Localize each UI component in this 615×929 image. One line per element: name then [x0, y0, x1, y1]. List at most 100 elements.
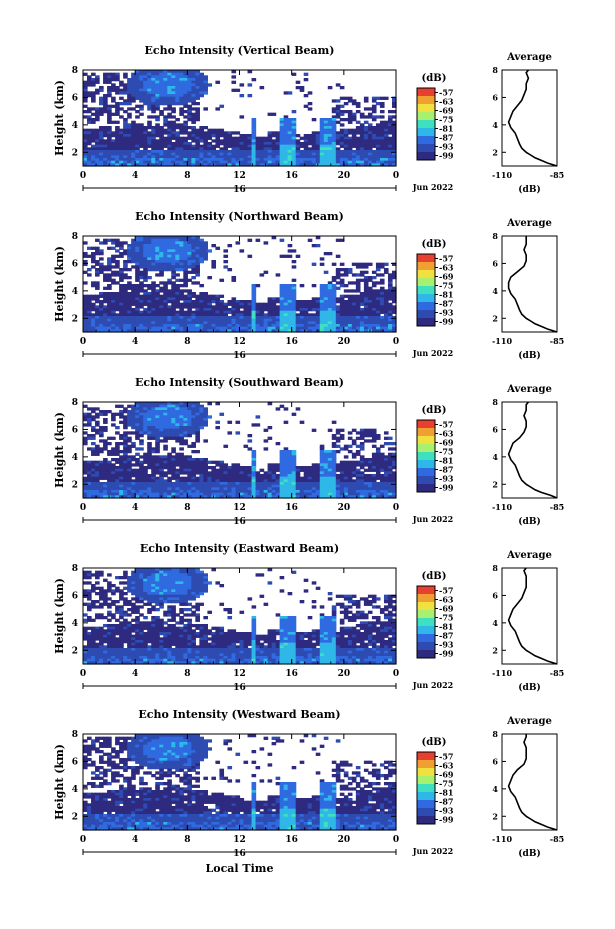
heatmap-cell [371, 142, 377, 146]
heatmap-cell [251, 150, 257, 154]
avg-x-tick-label: -85 [550, 336, 564, 346]
heatmap-cell [207, 297, 213, 301]
heatmap-cell [335, 160, 341, 164]
heatmap-cell [355, 136, 361, 140]
heatmap-cell [387, 447, 393, 451]
heatmap-cell [107, 147, 112, 151]
heatmap-cell [327, 302, 333, 306]
heatmap-cell [187, 126, 192, 130]
heatmap-cell [391, 297, 397, 301]
heatmap-cell [95, 297, 100, 301]
heatmap-cell [323, 163, 329, 167]
heatmap-cell [175, 96, 180, 100]
avg-y-tick-label: 2 [492, 147, 498, 157]
heatmap-cell [91, 118, 96, 122]
heatmap-cell [371, 99, 377, 103]
heatmap-cell [91, 281, 96, 285]
heatmap-cell [155, 152, 160, 156]
heatmap-cell [191, 94, 196, 98]
heatmap-cell [115, 139, 120, 143]
heatmap-cell [251, 144, 257, 148]
heatmap-cell [195, 96, 200, 100]
heatmap-cell [143, 75, 148, 79]
heatmap-cell [223, 158, 229, 162]
heatmap-cell [347, 268, 353, 272]
heatmap-cell [99, 160, 104, 164]
heatmap-cell [175, 83, 180, 87]
heatmap-cell [187, 236, 192, 240]
heatmap-cell [267, 305, 273, 309]
heatmap-cell [147, 96, 152, 100]
heatmap-cell [147, 142, 152, 146]
heatmap-cell [87, 407, 92, 411]
heatmap-cell [183, 102, 188, 106]
heatmap-cell [199, 302, 204, 306]
heatmap-cell [371, 139, 377, 143]
heatmap-cell [387, 289, 393, 293]
heatmap-cell [315, 155, 321, 159]
heatmap-cell [219, 142, 225, 146]
heatmap-cell [387, 297, 393, 301]
heatmap-cell [135, 268, 140, 272]
heatmap-cell [171, 254, 176, 258]
heatmap-cell [315, 150, 321, 154]
heatmap-cell [355, 128, 361, 132]
heatmap-cell [259, 308, 265, 312]
heatmap-cell [175, 139, 180, 143]
heatmap-cell [91, 297, 96, 301]
heatmap-cell [175, 86, 180, 90]
heatmap-cell [247, 308, 253, 312]
heatmap-cell [391, 286, 397, 290]
heatmap-cell [103, 428, 108, 432]
heatmap-cell [259, 139, 265, 143]
heatmap-cell [123, 110, 128, 114]
heatmap-cell [139, 91, 144, 95]
heatmap-cell [135, 447, 140, 451]
heatmap-cell [347, 294, 353, 298]
heatmap-cell [191, 265, 196, 269]
heatmap-cell [115, 238, 120, 242]
heatmap-cell [163, 268, 168, 272]
heatmap-cell [151, 308, 156, 312]
heatmap-cell [155, 302, 160, 306]
heatmap-cell [195, 134, 200, 138]
heatmap-cell [111, 300, 116, 304]
heatmap-cell [115, 72, 120, 76]
heatmap-cell [151, 86, 156, 90]
heatmap-cell [187, 99, 192, 103]
heatmap-cell [271, 297, 277, 301]
heatmap-cell [379, 300, 385, 304]
heatmap-cell [199, 134, 204, 138]
heatmap-cell [351, 294, 357, 298]
heatmap-cell [91, 112, 96, 116]
heatmap-cell [115, 262, 120, 266]
heatmap-cell [147, 126, 152, 130]
heatmap-cell [171, 152, 176, 156]
heatmap-cell [211, 150, 217, 154]
heatmap-cell [319, 305, 325, 309]
heatmap-cell [131, 96, 136, 100]
heatmap-cell [143, 236, 148, 240]
heatmap-cell [279, 297, 285, 301]
heatmap-cell [163, 70, 168, 74]
heatmap-cell [143, 88, 148, 92]
heatmap-cell [191, 112, 196, 116]
heatmap-cell [187, 110, 192, 114]
heatmap-cell [371, 294, 377, 298]
panel-title: Echo Intensity (Southward Beam) [135, 376, 344, 389]
heatmap-cell [355, 294, 361, 298]
heatmap-cell [295, 158, 301, 162]
heatmap-cell [235, 158, 241, 162]
heatmap-cell [123, 150, 128, 154]
heatmap-cell [159, 128, 164, 132]
heatmap-cell [135, 139, 140, 143]
heatmap-cell [383, 155, 389, 159]
heatmap-cell [203, 134, 208, 138]
heatmap-cell [103, 144, 108, 148]
heatmap-cell [283, 160, 289, 164]
heatmap-cell [103, 305, 108, 309]
heatmap-cell [111, 308, 116, 312]
heatmap-cell [331, 286, 337, 290]
heatmap-cell [331, 147, 337, 151]
heatmap-cell [199, 86, 204, 90]
